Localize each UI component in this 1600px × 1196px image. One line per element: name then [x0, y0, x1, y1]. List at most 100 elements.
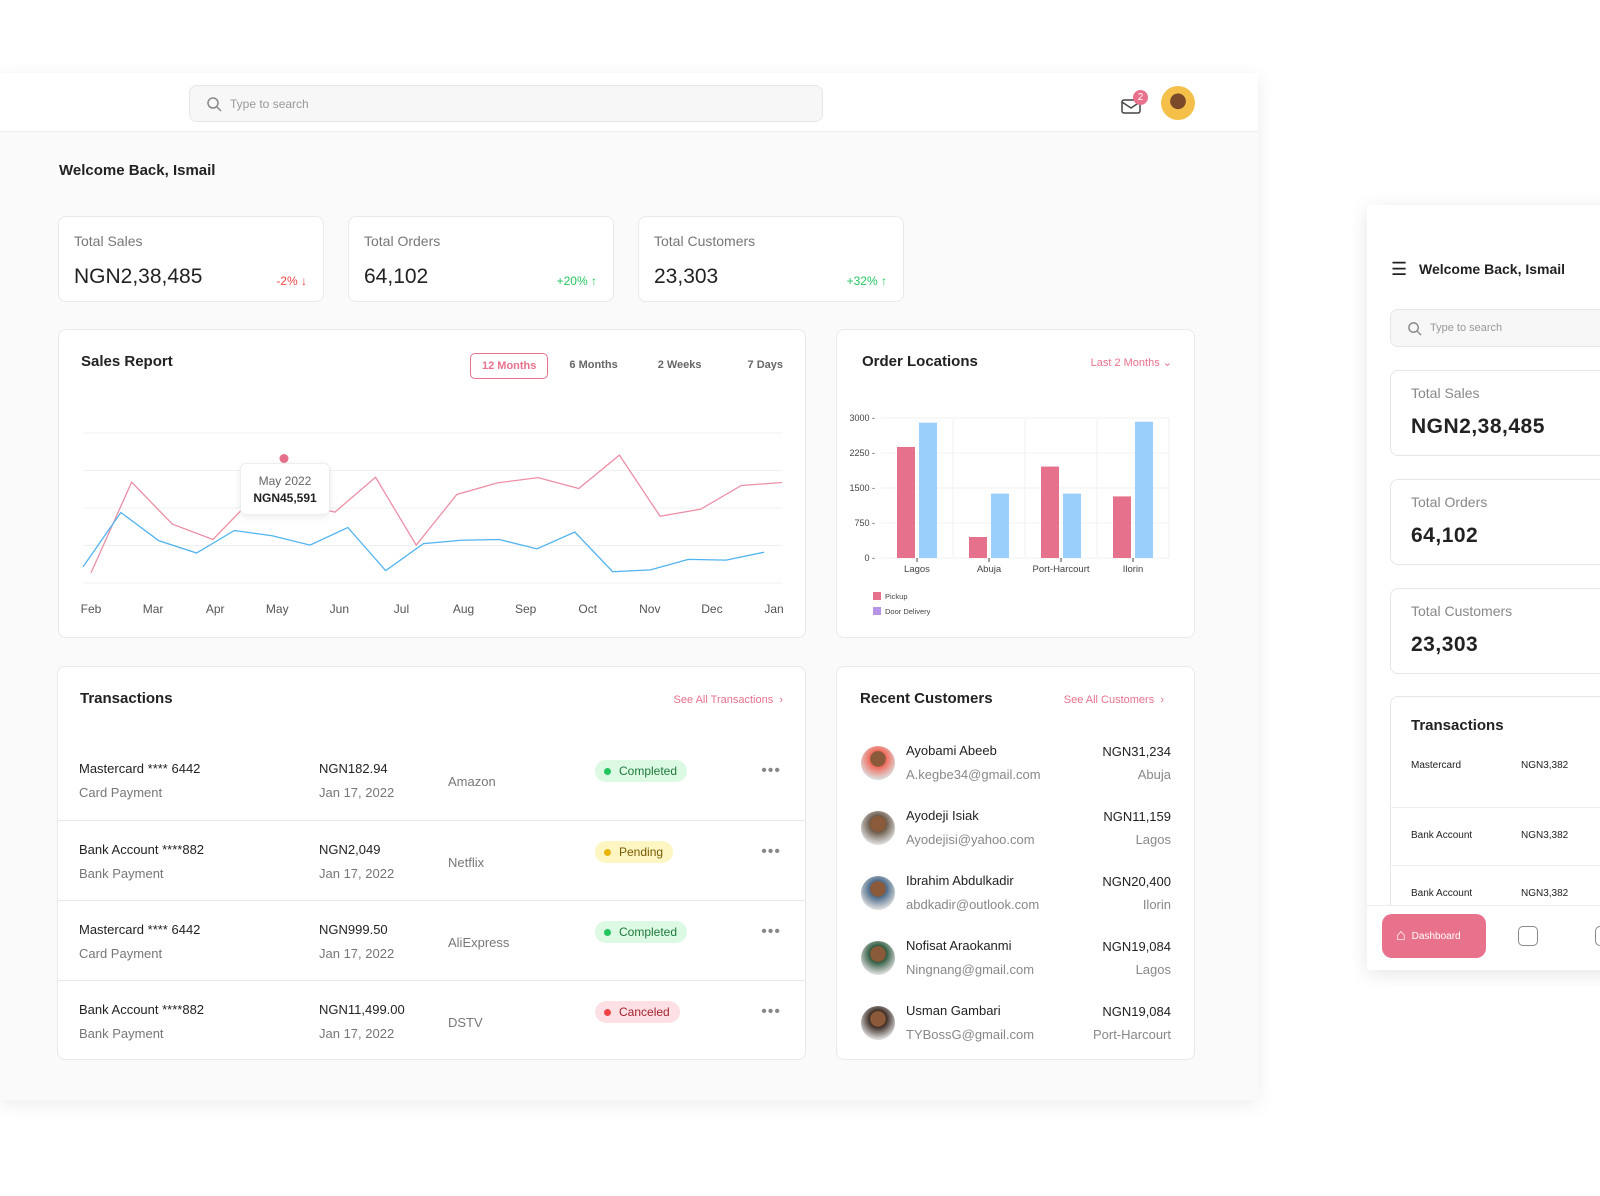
customer-row[interactable]: Ayobami Abeeb A.kegbe34@gmail.com NGN31,… [837, 743, 1194, 807]
mobile-welcome: Welcome Back, Ismail [1419, 261, 1566, 277]
bar-door-delivery-port-harcourt [1063, 493, 1081, 558]
merchant: Amazon [448, 774, 496, 789]
menu-icon[interactable]: ☰ [1391, 259, 1408, 279]
bar-door-delivery-ilorin [1135, 421, 1153, 558]
stat-change: +20% ↑ [556, 274, 597, 288]
customer-row[interactable]: Ibrahim Abdulkadir abdkadir@outlook.com … [837, 873, 1194, 937]
tab-7-days[interactable]: 7 Days [747, 359, 783, 371]
tab-6-months[interactable]: 6 Months [569, 359, 618, 371]
tooltip-value: NGN45,591 [253, 491, 317, 505]
bar-door-delivery-abuja [991, 493, 1009, 558]
see-all-transactions-link[interactable]: See All Transactions › [673, 694, 783, 706]
more-options-icon[interactable]: ••• [761, 843, 781, 860]
customer-row[interactable]: Usman Gambari TYBossG@gmail.com NGN19,08… [837, 1003, 1194, 1067]
transaction-row: Bank Account ****882 Bank Payment NGN2,0… [58, 820, 805, 900]
sales-line-chart: Feb Mar Apr May Jun Jul Aug Sep Oct Nov Dec Jan [81, 432, 784, 616]
x-tick-label: Oct [578, 602, 597, 616]
date: Jan 17, 2022 [319, 1026, 395, 1041]
mobile-stat-total-customers: Total Customers 23,303 [1390, 588, 1600, 674]
status-badge: Completed [595, 760, 688, 782]
transaction-row: Mastercard **** 6442 Card Payment NGN182… [58, 740, 805, 820]
recent-customers-card: Recent Customers See All Customers › Ayo… [836, 666, 1195, 1060]
sales-report-card: Sales Report 12 Months 6 Months 2 Weeks … [58, 329, 806, 638]
amount: NGN182.94 [319, 761, 388, 776]
amount: NGN3,382 [1521, 760, 1569, 771]
mail-button[interactable]: 2 [1121, 90, 1148, 114]
arrow-down-icon: ↓ [301, 274, 307, 288]
transaction-row: Mastercard **** 6442 Card Payment NGN999… [58, 900, 805, 980]
amount: NGN2,049 [319, 842, 381, 857]
top-header: Type to search 2 [0, 73, 1258, 132]
customer-avatar [861, 746, 895, 780]
customer-amount: NGN19,084 [1102, 939, 1171, 954]
order-locations-title: Order Locations [862, 353, 978, 370]
mobile-transaction-row: Bank Account NGN3,382 [1391, 865, 1600, 923]
x-tick-label: Nov [639, 602, 660, 616]
order-locations-card: Order Locations Last 2 Months ⌄ 0 - 750 -… [836, 329, 1195, 638]
payment-type: Card Payment [79, 946, 163, 961]
mobile-transaction-row: Mastercard NGN3,382 [1391, 749, 1600, 807]
account-name: Bank Account ****882 [79, 1002, 205, 1017]
customer-email: TYBossG@gmail.com [906, 1027, 1035, 1042]
account-name: Mastercard **** 6442 [79, 922, 201, 937]
mobile-transaction-row: Bank Account NGN3,382 [1391, 807, 1600, 865]
customer-email: Ningnang@gmail.com [906, 962, 1035, 977]
status-badge: Completed [595, 921, 688, 943]
x-tick-label: Feb [81, 602, 102, 616]
arrow-up-icon: ↑ [881, 274, 887, 288]
search-input[interactable]: Type to search [189, 85, 823, 122]
search-icon [1408, 321, 1422, 336]
merchant: DSTV [448, 1015, 483, 1030]
y-tick-label: 750 - [854, 518, 875, 528]
more-options-icon[interactable]: ••• [761, 1003, 781, 1020]
x-tick-label: Sep [515, 602, 537, 616]
mobile-search-input[interactable]: Type to search [1390, 309, 1600, 347]
customer-city: Lagos [1135, 832, 1171, 847]
x-tick-label: May [266, 602, 289, 616]
user-avatar[interactable] [1161, 86, 1195, 120]
customer-name: Ayobami Abeeb [906, 743, 997, 758]
x-tick-label: Abuja [977, 564, 1002, 575]
customer-name: Ibrahim Abdulkadir [906, 873, 1014, 888]
x-tick-label: Lagos [904, 564, 930, 575]
tab-12-months[interactable]: 12 Months [470, 353, 549, 379]
see-all-customers-link[interactable]: See All Customers › [1063, 694, 1164, 706]
x-tick-label: Ilorin [1123, 564, 1144, 575]
merchant: Netflix [448, 855, 485, 870]
customer-city: Port-Harcourt [1092, 1027, 1171, 1042]
mobile-stat-total-orders: Total Orders 64,102 [1390, 479, 1600, 565]
customer-row[interactable]: Nofisat Araokanmi Ningnang@gmail.com NGN… [837, 938, 1194, 1002]
mobile-stat-total-sales: Total Sales NGN2,38,485 [1390, 370, 1600, 456]
customer-amount: NGN11,159 [1103, 809, 1171, 824]
nav-more-icon[interactable] [1595, 926, 1600, 946]
stat-card-total-customers: Total Customers 23,303 +32% ↑ [638, 216, 904, 302]
nav-dashboard[interactable]: ⌂ Dashboard [1382, 914, 1486, 958]
bar-pickup-port-harcourt [1041, 466, 1059, 558]
more-options-icon[interactable]: ••• [761, 923, 781, 940]
nav-analytics-icon[interactable] [1518, 926, 1538, 946]
customer-email: Ayodejisi@yahoo.com [906, 832, 1035, 847]
recent-customers-title: Recent Customers [860, 690, 993, 707]
y-tick-label: 0 - [864, 553, 875, 563]
date: Jan 17, 2022 [319, 946, 395, 961]
stat-label: Total Customers [654, 233, 756, 249]
customer-amount: NGN19,084 [1102, 1004, 1171, 1019]
amount: NGN3,382 [1521, 888, 1569, 899]
bar-pickup-abuja [969, 537, 987, 558]
amount: NGN3,382 [1521, 830, 1569, 841]
transactions-card: Transactions See All Transactions › Mast… [57, 666, 806, 1060]
customer-row[interactable]: Ayodeji Isiak Ayodejisi@yahoo.com NGN11,… [837, 808, 1194, 872]
tab-2-weeks[interactable]: 2 Weeks [657, 359, 702, 371]
customer-city: Lagos [1135, 962, 1171, 977]
period-dropdown[interactable]: Last 2 Months ⌄ [1090, 357, 1172, 369]
date: Jan 17, 2022 [319, 866, 395, 881]
more-options-icon[interactable]: ••• [761, 762, 781, 779]
payment-type: Bank Payment [79, 1026, 164, 1041]
home-icon: ⌂ [1396, 927, 1406, 944]
customer-name: Nofisat Araokanmi [906, 938, 1012, 953]
amount: NGN999.50 [319, 922, 388, 937]
y-tick-label: 3000 - [849, 413, 875, 423]
customer-amount: NGN20,400 [1102, 874, 1171, 889]
customer-avatar [861, 811, 895, 845]
payment-type: Card Payment [79, 785, 163, 800]
